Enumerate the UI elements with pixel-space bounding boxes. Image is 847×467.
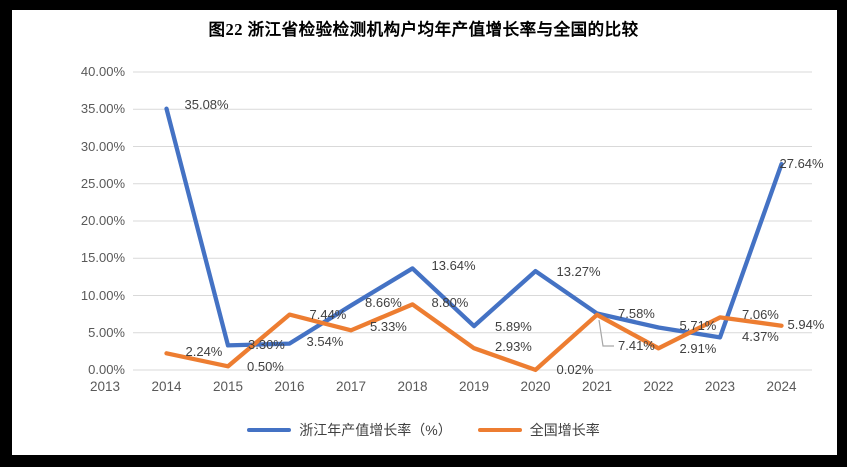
legend-item-0: 浙江年产值增长率（%） (247, 420, 452, 440)
x-axis-tick-label: 2021 (581, 379, 613, 394)
x-axis-tick-label: 2020 (520, 379, 551, 394)
legend-item-1: 全国增长率 (477, 420, 600, 440)
data-label-series0-2021: 7.58% (618, 305, 655, 321)
data-label-series1-2022: 2.91% (679, 341, 717, 357)
x-axis-tick-label: 2013 (89, 379, 121, 394)
chart-title: 图22 浙江省检验检测机构户均年产值增长率与全国的比较 (208, 20, 639, 39)
y-axis-tick-label: 30.00% (80, 138, 125, 154)
y-axis-tick-label: 35.00% (80, 101, 125, 117)
data-label-series0-2019: 5.89% (495, 319, 532, 335)
data-label-series1-2016: 7.44% (309, 306, 347, 322)
legend-line-swatch-1 (477, 428, 522, 432)
legend-line-swatch-0 (247, 428, 292, 432)
data-label-series1-2020: 0.02% (556, 361, 594, 377)
y-axis-tick-label: 0.00% (88, 362, 125, 377)
x-axis-tick-label: 2016 (274, 379, 305, 394)
data-label-series1-2018: 8.80% (431, 295, 469, 311)
x-axis-tick-label: 2022 (643, 379, 674, 394)
y-axis-tick-label: 20.00% (80, 213, 125, 228)
x-axis-tick-label: 2017 (335, 379, 367, 394)
x-axis-tick-label: 2019 (458, 379, 490, 394)
series-line-1 (164, 302, 784, 373)
data-label-series0-2023: 4.37% (742, 329, 779, 345)
data-label-series1-2017: 5.33% (370, 319, 407, 335)
data-label-series0-2017: 8.66% (365, 295, 402, 311)
y-axis-tick-label: 25.00% (80, 175, 125, 191)
series-line-0 (164, 106, 784, 348)
data-label-series0-2020: 13.27% (556, 264, 601, 280)
data-label-series1-2021: 7.41% (618, 337, 655, 353)
data-label-series0-2018: 13.64% (431, 258, 476, 274)
data-label-series0-2015: 3.30% (248, 337, 285, 353)
data-label-series1-2023: 7.06% (742, 307, 779, 323)
y-axis-tick-label: 15.00% (80, 250, 125, 266)
data-label-series0-2014: 35.08% (184, 96, 229, 112)
x-axis-tick-label: 2023 (704, 379, 736, 394)
y-axis-tick-label: 10.00% (80, 287, 125, 303)
x-axis-tick-label: 2018 (397, 379, 428, 394)
legend-label-1: 全国增长率 (529, 422, 600, 438)
data-label-series1-2024: 5.94% (787, 316, 825, 332)
legend-label-0: 浙江年产值增长率（%） (299, 422, 452, 438)
y-axis-tick-label: 40.00% (80, 64, 125, 79)
label-leader-line (598, 319, 614, 347)
data-label-series0-2024: 27.64% (779, 156, 824, 172)
data-label-series1-2015: 0.50% (247, 359, 284, 375)
x-axis-tick-label: 2014 (151, 379, 182, 394)
x-axis-tick-label: 2024 (766, 379, 797, 394)
data-label-series0-2016: 3.54% (306, 333, 344, 349)
data-label-series1-2014: 2.24% (185, 344, 223, 360)
data-label-series1-2019: 2.93% (495, 339, 532, 355)
x-axis-tick-label: 2015 (212, 379, 244, 394)
y-axis-tick-label: 5.00% (88, 324, 125, 340)
data-label-series0-2022: 5.71% (679, 318, 717, 334)
legend: 浙江年产值增长率（%） 全国增长率 (0, 420, 847, 440)
